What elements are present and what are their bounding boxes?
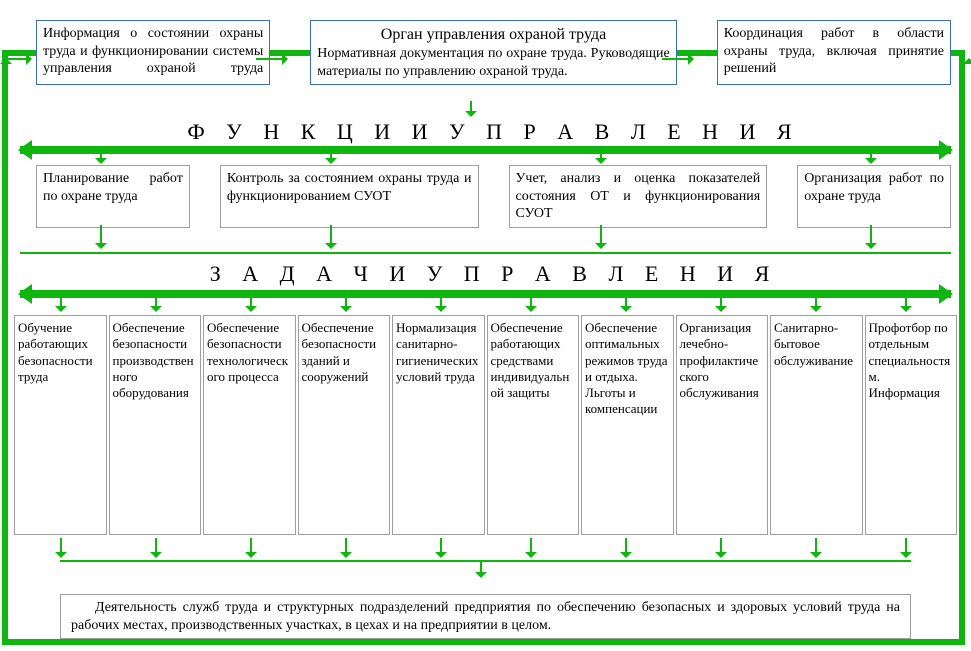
task-6: Обеспечение работающих средствами индиви… xyxy=(487,315,580,535)
functions-row: Планирование работ по охране труда Контр… xyxy=(36,165,951,228)
arrow-f1 xyxy=(100,154,102,162)
arrow-f2 xyxy=(330,154,332,162)
bottom-connector xyxy=(60,560,911,562)
box-management-text: Нормативная документация по охране труда… xyxy=(317,46,669,79)
arrow-b5 xyxy=(440,538,442,556)
arrow-t4 xyxy=(345,298,347,310)
arrow-t3 xyxy=(250,298,252,310)
task-10: Профотбор по отдельным специальностям. И… xyxy=(865,315,958,535)
box-info-state: Информация о состоянии охраны труда и фу… xyxy=(36,20,270,85)
arrow-b2 xyxy=(155,538,157,556)
bottom-activity-box: Деятельность служб труда и структурных п… xyxy=(60,594,911,639)
box-info-state-text: Информация о состоянии охраны труда и фу… xyxy=(43,26,263,76)
task-7-text: Обеспечение оптимальных режимов труда и … xyxy=(585,320,668,416)
task-4: Обеспечение безопасности зданий и сооруж… xyxy=(298,315,391,535)
arrow-b7 xyxy=(625,538,627,556)
task-4-text: Обеспечение безопасности зданий и сооруж… xyxy=(302,320,377,384)
hbar1-arrow-right xyxy=(939,140,963,160)
hbar2-arrow-right xyxy=(939,284,963,304)
arrow-to-bottom-box xyxy=(480,562,482,576)
func-control-text: Контроль за состоянием охраны труда и фу… xyxy=(227,171,472,204)
hbar2-arrow-left xyxy=(8,284,32,304)
arrow-t10 xyxy=(905,298,907,310)
box-coordination-text: Координация работ в области охраны труда… xyxy=(724,26,944,76)
task-9: Санитарно-бытовое обслуживание xyxy=(770,315,863,535)
section-functions-title: Ф У Н К Ц И И У П Р А В Л Е Н И Я xyxy=(8,118,971,146)
task-3-text: Обеспечение безопасности технологическог… xyxy=(207,320,288,384)
task-3: Обеспечение безопасности технологическог… xyxy=(203,315,296,535)
func-control: Контроль за состоянием охраны труда и фу… xyxy=(220,165,479,228)
arrow-t5 xyxy=(440,298,442,310)
task-2: Обеспечение безопасности производственно… xyxy=(109,315,202,535)
arrow-f4 xyxy=(870,154,872,162)
task-9-text: Санитарно-бытовое обслуживание xyxy=(774,320,853,368)
arrow-b6 xyxy=(530,538,532,556)
task-6-text: Обеспечение работающих средствами индиви… xyxy=(491,320,570,400)
arrow-b9 xyxy=(815,538,817,556)
thin-connector xyxy=(20,252,951,254)
hbar-tasks xyxy=(20,290,951,298)
func-accounting: Учет, анализ и оценка показателей состоя… xyxy=(509,165,768,228)
task-5: Нормализация санитарно-гигиенических усл… xyxy=(392,315,485,535)
task-5-text: Нормализация санитарно-гигиенических усл… xyxy=(396,320,478,384)
task-10-text: Профотбор по отдельным специальностям. И… xyxy=(869,320,951,400)
task-8-text: Организация лечебно-профилактического об… xyxy=(680,320,759,400)
task-2-text: Обеспечение безопасности производственно… xyxy=(113,320,194,400)
hbar-functions xyxy=(20,146,951,154)
arrow-fd2 xyxy=(330,225,332,247)
func-accounting-text: Учет, анализ и оценка показателей состоя… xyxy=(516,171,761,221)
arrow-b10 xyxy=(905,538,907,556)
task-7: Обеспечение оптимальных режимов труда и … xyxy=(581,315,674,535)
task-8: Организация лечебно-профилактического об… xyxy=(676,315,769,535)
func-organization: Организация работ по охране труда xyxy=(797,165,951,228)
tasks-row: Обучение работающих безопасности труда О… xyxy=(14,315,957,535)
box-management-body: Орган управления охраной труда Нормативн… xyxy=(310,20,676,85)
arrow-fd1 xyxy=(100,225,102,247)
arrow-t7 xyxy=(625,298,627,310)
bottom-activity-text: Деятельность служб труда и структурных п… xyxy=(71,600,900,633)
arrow-f3 xyxy=(600,154,602,162)
arrow-frame-to-info xyxy=(8,58,30,60)
arrow-t6 xyxy=(530,298,532,310)
box-coordination: Координация работ в области охраны труда… xyxy=(717,20,951,85)
arrow-b8 xyxy=(720,538,722,556)
arrow-b4 xyxy=(345,538,347,556)
box-management-title: Орган управления охраной труда xyxy=(317,25,669,45)
arrow-b1 xyxy=(60,538,62,556)
func-planning: Планирование работ по охране труда xyxy=(36,165,190,228)
hbar1-arrow-left xyxy=(8,140,32,160)
func-organization-text: Организация работ по охране труда xyxy=(804,171,944,204)
arrow-b3 xyxy=(250,538,252,556)
arrow-t2 xyxy=(155,298,157,310)
func-planning-text: Планирование работ по охране труда xyxy=(43,171,183,204)
arrow-t9 xyxy=(815,298,817,310)
arrow-t8 xyxy=(720,298,722,310)
task-1-text: Обучение работающих безопасности труда xyxy=(18,320,93,384)
task-1: Обучение работающих безопасности труда xyxy=(14,315,107,535)
top-row: Информация о состоянии охраны труда и фу… xyxy=(36,20,951,85)
arrow-t1 xyxy=(60,298,62,310)
arrow-fd4 xyxy=(870,225,872,247)
section-tasks-title: З А Д А Ч И У П Р А В Л Е Н И Я xyxy=(8,260,971,288)
arrow-center-down xyxy=(470,101,472,115)
arrow-top-1 xyxy=(256,58,286,60)
arrow-top-2 xyxy=(662,58,692,60)
arrow-fd3 xyxy=(600,225,602,247)
